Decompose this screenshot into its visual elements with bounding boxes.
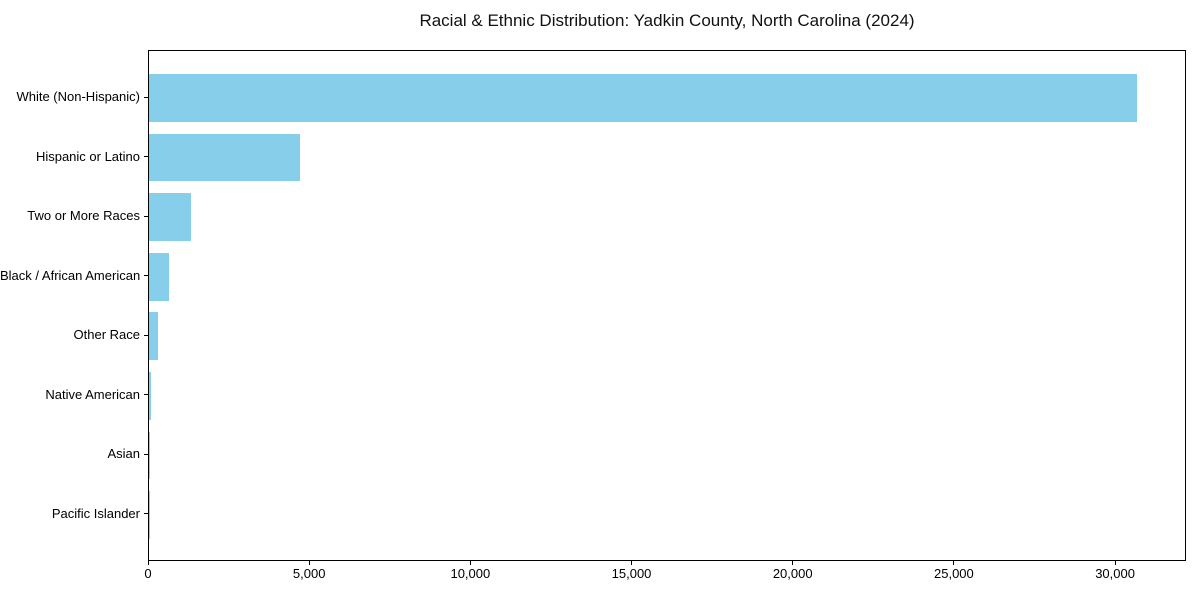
bar-other-race <box>149 312 158 361</box>
y-tick-mark <box>144 394 148 396</box>
y-tick-label: Asian <box>107 446 140 462</box>
x-tick-mark <box>953 561 955 565</box>
x-tick-mark <box>792 561 794 565</box>
plot-area <box>148 50 1186 561</box>
bar-native-american <box>149 372 151 420</box>
y-tick-label: Hispanic or Latino <box>35 148 140 164</box>
x-tick-label: 25,000 <box>934 566 974 581</box>
y-tick-mark <box>144 215 148 217</box>
bar-asian <box>149 431 150 480</box>
y-tick-mark <box>144 96 148 98</box>
y-tick-mark <box>144 156 148 158</box>
x-tick-mark <box>469 561 471 565</box>
bar-hispanic-or-latino <box>149 133 300 182</box>
x-tick-label: 15,000 <box>611 566 652 581</box>
y-tick-label: Native American <box>45 386 140 402</box>
y-tick-mark <box>144 275 148 277</box>
bar-two-or-more-races <box>149 193 191 241</box>
y-tick-label: Two or More Races <box>27 208 140 224</box>
y-tick-mark <box>144 453 148 455</box>
x-tick-label: 10,000 <box>450 566 491 581</box>
x-tick-label: 30,000 <box>1095 566 1135 581</box>
y-tick-label: White (Non-Hispanic) <box>16 89 140 105</box>
x-tick-mark <box>147 561 149 565</box>
x-tick-mark <box>1114 561 1116 565</box>
y-tick-mark <box>144 513 148 515</box>
x-tick-label: 20,000 <box>772 566 813 581</box>
y-tick-label: Black / African American <box>0 267 141 283</box>
bar-black-african-american <box>149 252 169 301</box>
bar-white-non-hispanic <box>149 74 1138 122</box>
x-tick-label: 5,000 <box>292 566 326 581</box>
y-tick-mark <box>144 334 148 336</box>
x-tick-mark <box>308 561 310 565</box>
chart-title: Racial & Ethnic Distribution: Yadkin Cou… <box>419 11 915 30</box>
y-tick-label: Other Race <box>73 327 140 343</box>
x-tick-label: 0 <box>144 566 152 581</box>
x-tick-mark <box>631 561 633 565</box>
y-tick-label: Pacific Islander <box>51 505 140 521</box>
